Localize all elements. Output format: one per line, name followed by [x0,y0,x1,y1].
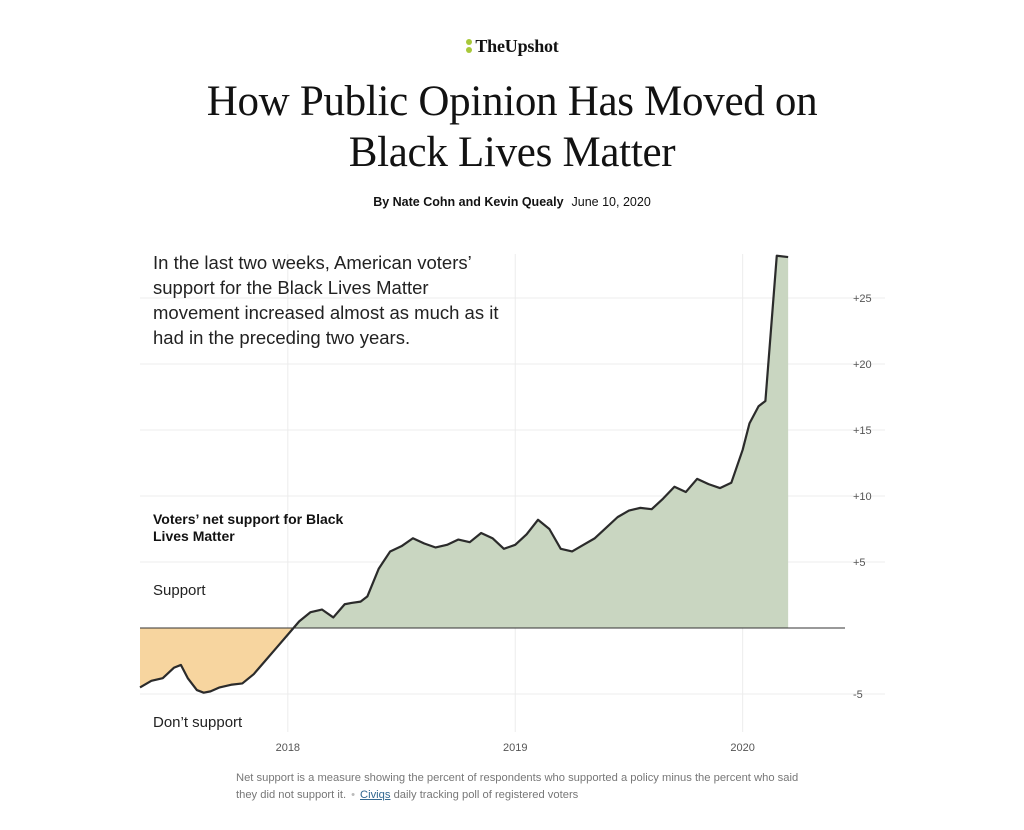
x-axis-ticks: 2018 2019 2020 [276,742,755,754]
logo-dots-icon [465,38,473,54]
title-line-1: How Public Opinion Has Moved on [206,78,818,125]
y-tick-label: +20 [853,359,872,371]
x-tick-label: 2018 [276,742,300,754]
series-title: Voters’ net support for Black Lives Matt… [153,511,344,544]
brand-name: TheUpshot [475,36,559,56]
source-link[interactable]: Civiqs [360,789,391,801]
oppose-area [140,628,294,693]
y-tick-label: +10 [853,491,872,503]
x-tick-label: 2019 [503,742,527,754]
dont-support-label: Don’t support [153,714,243,731]
source-description: daily tracking poll of registered voters [393,789,579,801]
support-label: Support [153,582,206,599]
y-tick-label: -5 [853,689,863,701]
y-tick-label: +5 [853,557,866,569]
x-tick-label: 2020 [730,742,754,754]
byline-authors: By Nate Cohn and Kevin Quealy [373,195,564,209]
brand-logo[interactable]: TheUpshot [0,36,1024,57]
note-text: Net support is a measure showing the per… [236,772,799,801]
note-separator: • [351,789,355,801]
title-line-2: Black Lives Matter [348,129,676,176]
byline-date: June 10, 2020 [571,195,651,209]
y-tick-label: +25 [853,293,872,305]
page-title: How Public Opinion Has Moved on Black Liv… [0,76,1024,178]
chart-note: Net support is a measure showing the per… [236,770,806,804]
byline: By Nate Cohn and Kevin Quealy June 10, 20… [0,195,1024,209]
chart-lede: In the last two weeks, American voters’ … [153,252,499,348]
y-axis-ticks: +25 +20 +15 +10 +5 -5 [853,293,872,701]
y-tick-label: +15 [853,425,872,437]
net-support-line [139,254,789,694]
support-area [293,255,789,628]
